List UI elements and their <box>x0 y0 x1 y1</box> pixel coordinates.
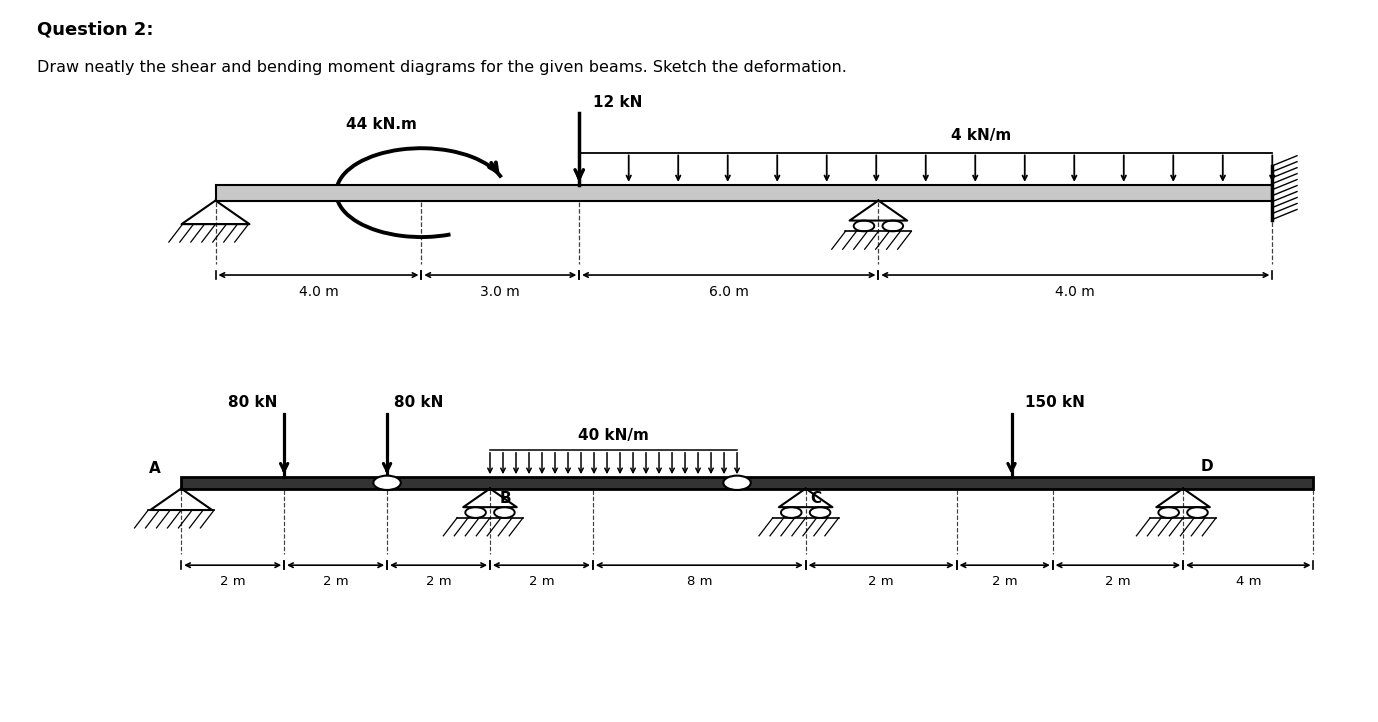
Text: 8 m: 8 m <box>686 575 712 588</box>
Text: 12 kN: 12 kN <box>593 95 642 110</box>
Text: 2 m: 2 m <box>992 575 1017 588</box>
Text: 2 m: 2 m <box>529 575 554 588</box>
Text: D: D <box>1200 459 1214 474</box>
Bar <box>215 185 1272 201</box>
Text: 2 m: 2 m <box>322 575 349 588</box>
Text: 44 kN.m: 44 kN.m <box>346 117 416 131</box>
Text: 4 m: 4 m <box>1236 575 1261 588</box>
Bar <box>181 477 1313 489</box>
Text: 2 m: 2 m <box>220 575 245 588</box>
Text: 4.0 m: 4.0 m <box>299 285 339 299</box>
Circle shape <box>373 476 401 490</box>
Text: 4 kN/m: 4 kN/m <box>951 129 1011 143</box>
Text: 150 kN: 150 kN <box>1025 396 1084 410</box>
Text: Question 2:: Question 2: <box>37 21 153 39</box>
Text: 3.0 m: 3.0 m <box>481 285 520 299</box>
Text: 2 m: 2 m <box>1105 575 1131 588</box>
Text: Draw neatly the shear and bending moment diagrams for the given beams. Sketch th: Draw neatly the shear and bending moment… <box>37 60 847 75</box>
Text: C: C <box>810 492 821 506</box>
Text: 4.0 m: 4.0 m <box>1056 285 1096 299</box>
Text: 40 kN/m: 40 kN/m <box>579 427 649 443</box>
Text: 2 m: 2 m <box>426 575 452 588</box>
Text: A: A <box>149 461 161 476</box>
Text: 6.0 m: 6.0 m <box>708 285 748 299</box>
Circle shape <box>723 476 751 490</box>
Text: B: B <box>500 492 511 506</box>
Text: 80 kN: 80 kN <box>394 396 444 410</box>
Text: 2 m: 2 m <box>868 575 894 588</box>
Text: 80 kN: 80 kN <box>227 396 277 410</box>
